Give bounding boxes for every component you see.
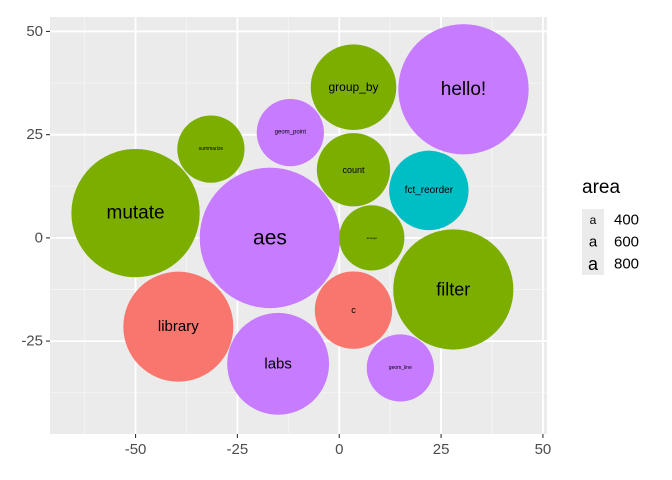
legend-title: area [582, 177, 620, 198]
bubble [339, 205, 405, 271]
legend-key-symbol: a [590, 213, 597, 227]
legend-keys: a 400 a 600 a 800 [582, 209, 639, 275]
bubble-label: c [351, 305, 356, 315]
legend: area a 400 a 600 a 800 [582, 177, 639, 275]
bubble [314, 271, 393, 349]
bubble [71, 148, 200, 278]
bubble-label: library [158, 318, 199, 335]
x-tick-label: -25 [227, 441, 249, 458]
y-tick-label: -25 [21, 333, 43, 350]
bubble [398, 24, 529, 155]
bubble [256, 98, 324, 167]
y-axis: -25 0 25 50 [21, 23, 50, 350]
bubble-label: arrange [367, 236, 378, 240]
bubble [177, 115, 245, 183]
bubble [310, 44, 397, 130]
bubble-label: aes [253, 226, 287, 249]
legend-key [582, 253, 604, 275]
bubble [316, 133, 391, 207]
x-tick-label: 50 [535, 441, 552, 458]
bubble [393, 229, 514, 350]
legend-key-symbol: a [588, 254, 599, 274]
bubble-label: summarize [199, 146, 224, 152]
bubbles: hello! group_by geom_point summarize count fc… [71, 24, 529, 415]
bubble [227, 312, 330, 415]
bubble-label: filter [436, 279, 470, 299]
bubble-label: group_by [328, 80, 378, 94]
legend-key-symbol: a [589, 234, 598, 251]
bubble-label: fct_reorder [405, 185, 454, 196]
x-tick-label: 25 [433, 441, 450, 458]
bubble-label: labs [264, 355, 292, 372]
bubble-label: count [342, 165, 365, 175]
bubble-label: geom_line [389, 365, 412, 371]
bubble-label: mutate [107, 203, 165, 224]
bubble [366, 334, 434, 402]
x-tick-label: 0 [335, 441, 343, 458]
y-tick-label: 50 [26, 23, 43, 40]
bubble [199, 167, 341, 309]
y-tick-label: 0 [35, 229, 43, 246]
legend-label: 800 [614, 256, 639, 273]
bubble [389, 150, 469, 231]
bubble-label: hello! [441, 79, 486, 100]
bubble [123, 271, 234, 382]
x-tick-label: -50 [125, 441, 147, 458]
legend-key [582, 231, 604, 253]
legend-label: 600 [614, 234, 639, 251]
x-axis: -50 -25 0 25 50 [125, 434, 552, 458]
legend-label: 400 [614, 212, 639, 229]
bubble-label: geom_point [275, 130, 307, 136]
y-tick-label: 25 [26, 126, 43, 143]
legend-key [582, 209, 604, 231]
